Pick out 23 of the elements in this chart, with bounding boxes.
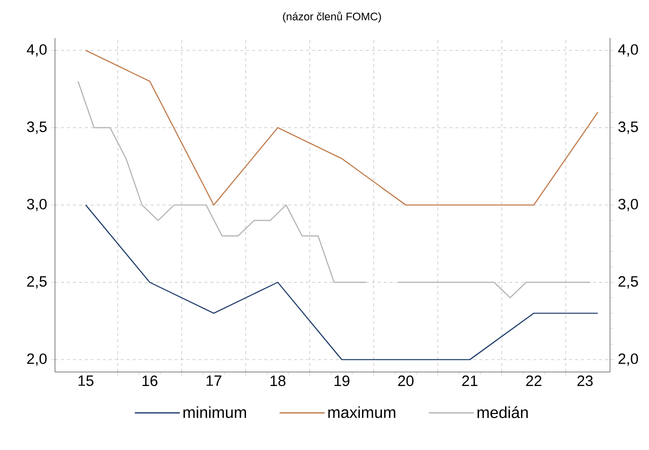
legend-label: medián — [478, 406, 528, 418]
x-tick-label: 18 — [270, 376, 286, 386]
y2-tick-label: 2,0 — [618, 353, 638, 366]
y-tick-label: 2,5 — [27, 276, 47, 288]
x-tick-label: 17 — [206, 376, 222, 386]
legend-label: maximum — [328, 406, 396, 418]
x-tick-label: 20 — [398, 376, 414, 386]
chart-subtitle: (názor členů FOMC) — [283, 11, 381, 23]
y2-tick-label: 3,5 — [618, 122, 638, 134]
y2-tick-label: 3,0 — [618, 198, 638, 212]
y-tick-label: 3,0 — [27, 198, 47, 212]
y2-tick-label: 4,0 — [618, 44, 638, 57]
x-tick-label: 21 — [462, 376, 478, 386]
y-tick-label: 4,0 — [26, 44, 47, 57]
x-tick-label: 15 — [78, 376, 94, 386]
y-tick-label: 2,0 — [27, 353, 47, 366]
x-tick-label: 23 — [577, 376, 593, 386]
legend-label: minimum — [183, 406, 246, 418]
x-tick-label: 22 — [526, 376, 542, 386]
x-tick-label: 19 — [334, 376, 350, 386]
x-tick-label: 16 — [142, 376, 158, 386]
y2-tick-label: 2,5 — [618, 276, 638, 288]
y-tick-label: 3,5 — [27, 122, 47, 134]
